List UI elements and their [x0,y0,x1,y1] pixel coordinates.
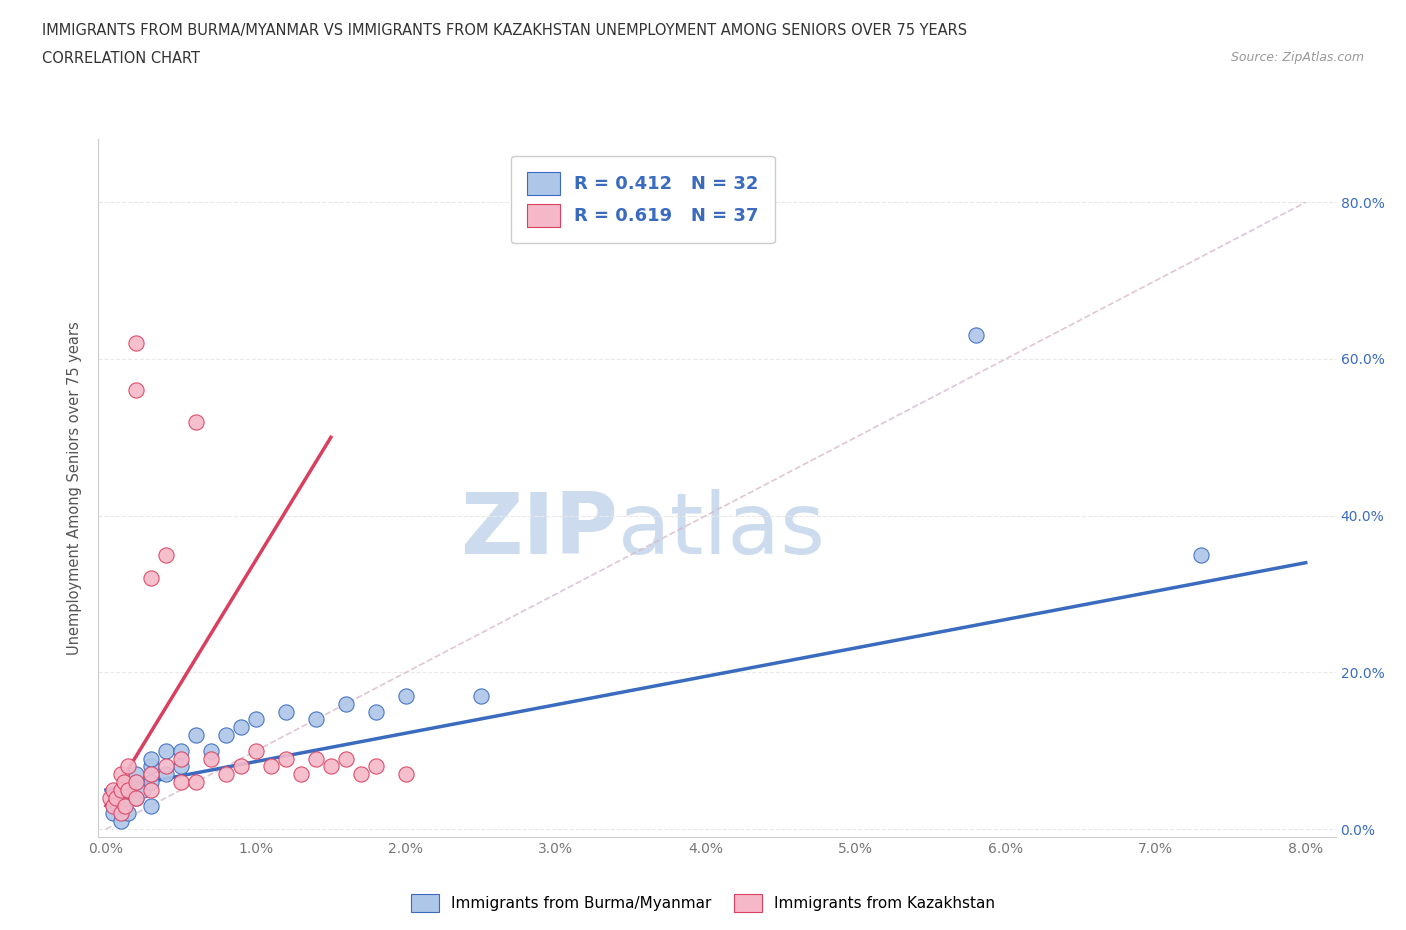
Text: IMMIGRANTS FROM BURMA/MYANMAR VS IMMIGRANTS FROM KAZAKHSTAN UNEMPLOYMENT AMONG S: IMMIGRANTS FROM BURMA/MYANMAR VS IMMIGRA… [42,23,967,38]
Point [200,751,222,766]
Point [170,743,193,758]
Point [245,743,267,758]
Point [305,712,328,727]
Point [103,782,125,797]
Point [155,759,177,774]
Point [229,720,252,735]
Point [103,798,125,813]
Text: atlas: atlas [619,488,827,572]
Point [290,767,312,782]
Point [125,767,148,782]
Point [470,688,492,703]
Point [110,782,132,797]
Point [274,704,297,719]
Point [155,743,177,758]
Text: ZIP: ZIP [460,488,619,572]
Point [215,727,238,742]
Point [103,806,125,821]
Point [125,790,148,805]
Point [117,782,139,797]
Point [305,751,328,766]
Point [364,704,387,719]
Text: CORRELATION CHART: CORRELATION CHART [42,51,200,66]
Point [395,767,418,782]
Point [117,782,139,797]
Point [260,759,283,774]
Point [139,767,162,782]
Point [125,336,148,351]
Point [184,414,207,429]
Point [229,759,252,774]
Point [155,548,177,563]
Point [110,806,132,821]
Point [112,798,135,813]
Point [139,798,162,813]
Point [100,790,122,805]
Point [125,383,148,398]
Point [132,782,155,797]
Point [395,688,418,703]
Point [184,775,207,790]
Point [117,806,139,821]
Point [350,767,373,782]
Point [1189,548,1212,563]
Point [110,790,132,805]
Point [170,775,193,790]
Point [110,814,132,829]
Point [245,712,267,727]
Point [107,798,129,813]
Point [125,790,148,805]
Legend: Immigrants from Burma/Myanmar, Immigrants from Kazakhstan: Immigrants from Burma/Myanmar, Immigrant… [405,888,1001,918]
Point [200,743,222,758]
Point [139,759,162,774]
Point [112,775,135,790]
Y-axis label: Unemployment Among Seniors over 75 years: Unemployment Among Seniors over 75 years [67,322,83,655]
Point [155,767,177,782]
Point [184,727,207,742]
Point [117,759,139,774]
Point [139,751,162,766]
Text: Source: ZipAtlas.com: Source: ZipAtlas.com [1230,51,1364,64]
Point [105,790,128,805]
Point [335,697,357,711]
Point [139,775,162,790]
Legend: R = 0.412   N = 32, R = 0.619   N = 37: R = 0.412 N = 32, R = 0.619 N = 37 [510,155,775,244]
Point [319,759,342,774]
Point [125,775,148,790]
Point [274,751,297,766]
Point [364,759,387,774]
Point [125,775,148,790]
Point [110,767,132,782]
Point [170,759,193,774]
Point [139,782,162,797]
Point [335,751,357,766]
Point [215,767,238,782]
Point [965,328,987,343]
Point [170,751,193,766]
Point [114,798,136,813]
Point [139,571,162,586]
